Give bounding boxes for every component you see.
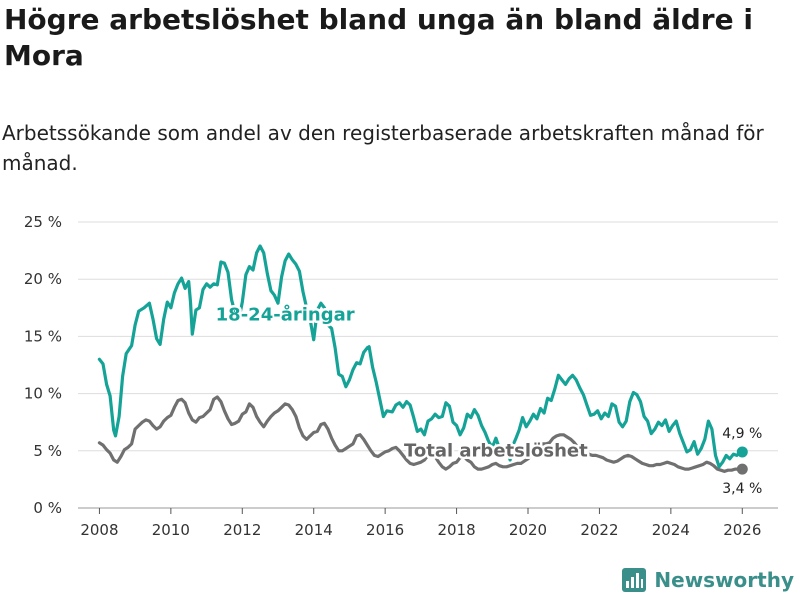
series-label-total: Total arbetslöshet bbox=[404, 441, 588, 462]
y-tick-label: 25 % bbox=[24, 213, 62, 231]
series-label-total-halo: Total arbetslöshet bbox=[404, 441, 588, 462]
chart-title: Högre arbetslöshet bland unga än bland ä… bbox=[4, 3, 753, 72]
series-lines bbox=[97, 244, 748, 475]
series-labels: 3,4 %4,9 %18-24-åringar18-24-åringarTota… bbox=[213, 301, 762, 497]
series-line-total bbox=[97, 395, 744, 473]
newsworthy-brand[interactable]: Newsworthy bbox=[622, 568, 794, 592]
y-tick-label: 20 % bbox=[24, 270, 62, 288]
axes: 0 % 5 % 10 % 15 % 20 % 25 % 2008 2010 2012 2014 20… bbox=[24, 213, 761, 539]
end-value-label-youth: 4,9 % bbox=[722, 426, 762, 442]
chart-subtitle: Arbetssökande som andel av den registerb… bbox=[2, 121, 764, 175]
x-tick-label: 2026 bbox=[723, 521, 761, 539]
x-tick-label: 2008 bbox=[80, 521, 118, 539]
series-line-youth bbox=[97, 244, 744, 469]
x-tick-label: 2024 bbox=[652, 521, 690, 539]
x-tick-label: 2018 bbox=[437, 521, 475, 539]
end-value-label-total: 3,4 % bbox=[722, 481, 762, 497]
x-tick-label: 2014 bbox=[295, 521, 333, 539]
y-tick-label: 5 % bbox=[33, 442, 62, 460]
end-point-total bbox=[736, 463, 748, 475]
series-label-youth-halo: 18-24-åringar bbox=[216, 303, 355, 325]
y-tick-label: 0 % bbox=[33, 499, 62, 517]
x-tick-label: 2020 bbox=[509, 521, 547, 539]
y-tick-label: 15 % bbox=[24, 327, 62, 345]
end-point-youth bbox=[736, 446, 748, 458]
line-chart: 0 % 5 % 10 % 15 % 20 % 25 % 2008 2010 2012 2014 20… bbox=[24, 213, 778, 539]
x-tick-label: 2022 bbox=[580, 521, 618, 539]
x-tick-label: 2016 bbox=[366, 521, 404, 539]
bar-chart-logo-icon bbox=[622, 568, 647, 592]
gridlines bbox=[78, 221, 778, 509]
brand-name: Newsworthy bbox=[654, 568, 794, 592]
y-tick-label: 10 % bbox=[24, 385, 62, 403]
x-tick-label: 2012 bbox=[223, 521, 261, 539]
series-label-youth: 18-24-åringar bbox=[216, 303, 355, 325]
x-tick-label: 2010 bbox=[152, 521, 190, 539]
